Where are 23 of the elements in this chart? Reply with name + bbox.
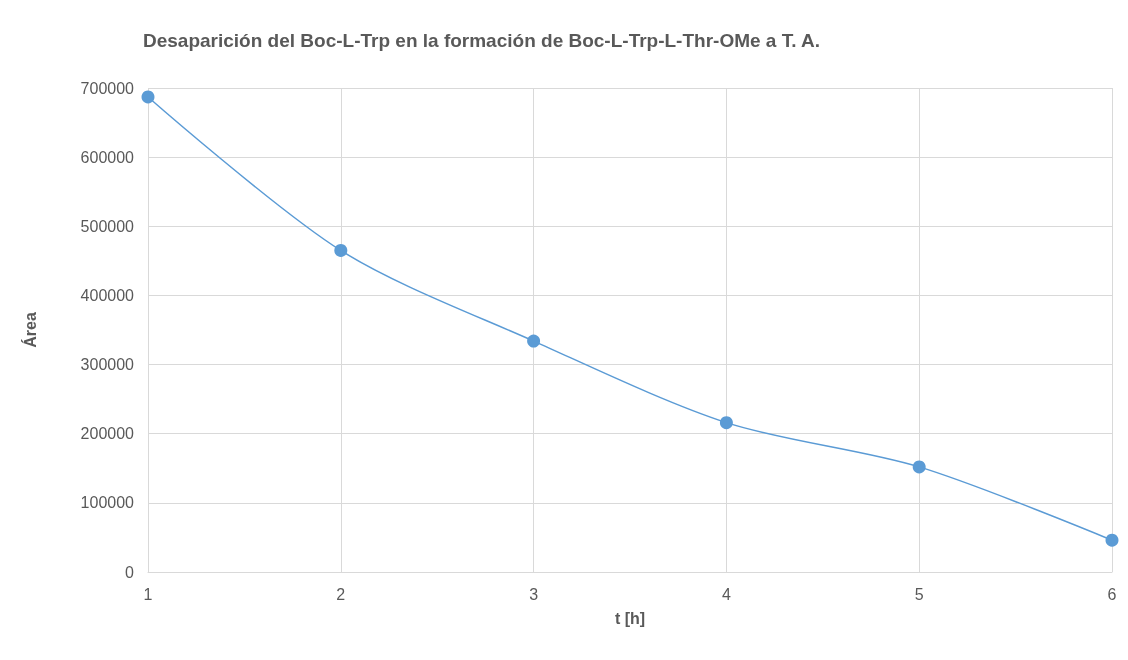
x-tick-label: 4 — [721, 585, 731, 603]
y-tick-label: 100000 — [80, 494, 135, 512]
point — [141, 90, 155, 104]
y-tick-label: 0 — [125, 563, 135, 581]
point — [1105, 533, 1119, 547]
point — [719, 416, 733, 430]
y-axis-title: Área — [20, 312, 39, 348]
chart-title: Desaparición del Boc-L-Trp en la formación de Boc-L-Trp-L-Thr-OMe a T. A. — [143, 30, 821, 51]
x-tick-label: 2 — [336, 585, 346, 603]
y-tick-label: 300000 — [80, 356, 135, 374]
point — [334, 243, 348, 257]
x-tick-label: 6 — [1107, 585, 1117, 603]
y-tick-label: 600000 — [80, 148, 135, 166]
x-tick-label: 5 — [914, 585, 924, 603]
point — [912, 460, 926, 474]
y-tick-label: 200000 — [80, 425, 135, 443]
x-tick-label: 3 — [529, 585, 539, 603]
y-tick-label: 700000 — [80, 79, 135, 97]
y-tick-label: 400000 — [80, 286, 135, 304]
point — [527, 334, 541, 348]
y-tick-label: 500000 — [80, 217, 135, 235]
x-axis-title: t [h] — [614, 609, 646, 627]
x-tick-label: 1 — [143, 585, 153, 603]
